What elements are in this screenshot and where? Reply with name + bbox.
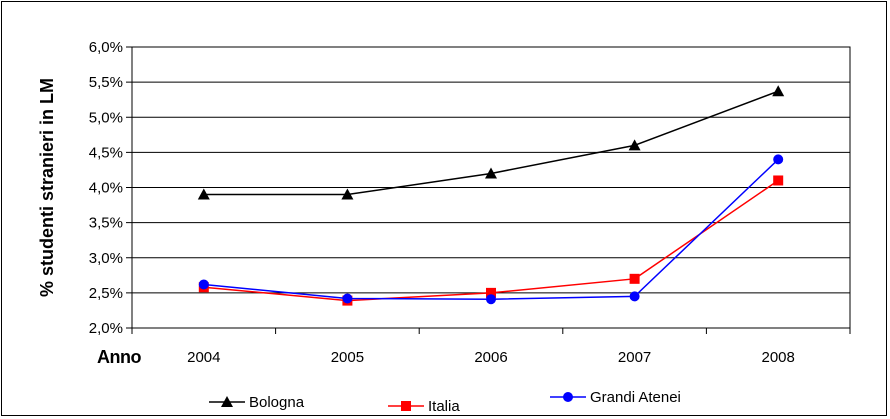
data-point-grandi-atenei (198, 279, 209, 290)
data-point-grandi-atenei (486, 294, 496, 305)
series-line-italia (203, 179, 779, 302)
data-point-italia (486, 287, 496, 298)
legend-item-italia: Italia (388, 398, 460, 415)
series-bologna (197, 85, 785, 200)
y-axis-ticks: 2,0% 2,5% 3,0% 3,5% 4,0% 4,5% 5,0% 5,5% 6,0% (89, 39, 132, 337)
x-tick-label: 2006 (474, 349, 507, 366)
x-axis-ticks: 2004 2005 2006 2007 2008 (131, 328, 851, 366)
legend-marker (563, 392, 573, 402)
data-point-bologna (485, 167, 497, 179)
y-tick-label: 3,0% (89, 250, 123, 267)
series-line-bologna (203, 90, 779, 196)
y-tick-label: 4,0% (89, 180, 123, 197)
legend-label: Grandi Atenei (590, 389, 681, 406)
y-tick-label: 3,5% (89, 215, 123, 232)
y-tick-label: 5,5% (89, 74, 123, 91)
legend: Bologna Italia Grandi Atenei (209, 389, 681, 415)
data-point-italia (629, 273, 640, 284)
series-grandi-atenei (198, 154, 784, 305)
x-tick-label: 2004 (187, 349, 220, 366)
legend-item-bologna: Bologna (209, 394, 305, 411)
data-point-bologna (772, 85, 785, 97)
x-axis-label: Anno (97, 347, 141, 367)
y-tick-label: 4,5% (89, 144, 123, 161)
y-tick-label: 2,5% (89, 285, 123, 302)
x-tick-label: 2008 (762, 349, 795, 366)
legend-marker (221, 396, 233, 407)
grid-layer (132, 81, 850, 294)
series-line-grandi-atenei (203, 158, 779, 300)
data-point-bologna (197, 188, 210, 200)
x-tick-label: 2007 (618, 349, 651, 366)
data-point-grandi-atenei (342, 293, 353, 304)
legend-marker (401, 401, 411, 411)
data-point-bologna (628, 139, 641, 151)
y-tick-label: 6,0% (89, 39, 123, 56)
data-point-bologna (341, 188, 354, 200)
data-point-grandi-atenei (629, 291, 640, 302)
y-axis-label: % studenti stranieri in LM (37, 78, 57, 297)
legend-label: Italia (428, 398, 460, 415)
series-layer (197, 85, 785, 306)
legend-item-grandi-atenei: Grandi Atenei (550, 389, 681, 406)
y-tick-label: 5,0% (89, 109, 123, 126)
x-tick-label: 2005 (331, 349, 364, 366)
data-point-grandi-atenei (773, 154, 784, 165)
data-point-italia (773, 175, 784, 186)
y-tick-label: 2,0% (89, 320, 123, 337)
legend-label: Bologna (249, 394, 305, 411)
